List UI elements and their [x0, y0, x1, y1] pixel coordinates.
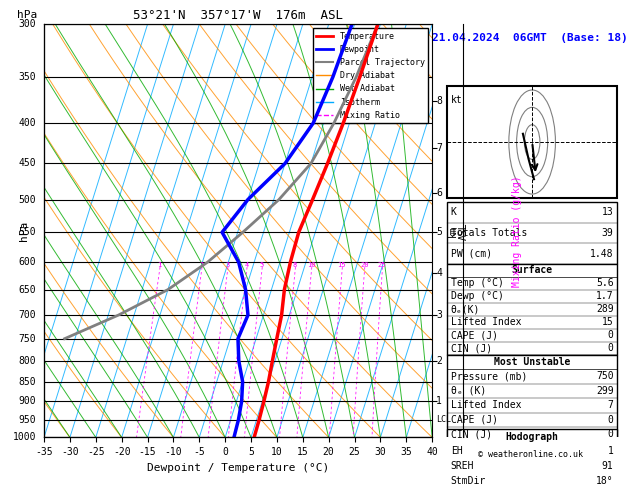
Text: Pressure (mb): Pressure (mb) — [451, 371, 527, 382]
Text: 1000: 1000 — [13, 433, 36, 442]
Text: 289: 289 — [596, 304, 613, 314]
Text: Totals Totals: Totals Totals — [451, 228, 527, 238]
Text: 1: 1 — [436, 396, 442, 406]
Text: 39: 39 — [602, 228, 613, 238]
Text: 18°: 18° — [596, 476, 613, 486]
Text: 5: 5 — [259, 262, 264, 268]
Text: θₑ (K): θₑ (K) — [451, 386, 486, 396]
Text: 3: 3 — [436, 310, 442, 320]
Text: 15: 15 — [338, 262, 346, 268]
Text: 2: 2 — [436, 356, 442, 366]
Text: 300: 300 — [19, 19, 36, 29]
Title: 53°21'N  357°17'W  176m  ASL: 53°21'N 357°17'W 176m ASL — [133, 9, 343, 22]
Text: Lifted Index: Lifted Index — [451, 400, 521, 410]
Text: SREH: SREH — [451, 461, 474, 471]
Text: hPa: hPa — [17, 10, 37, 20]
Y-axis label: hPa: hPa — [19, 221, 29, 241]
Text: 13: 13 — [602, 207, 613, 217]
Text: 8: 8 — [436, 96, 442, 106]
Text: 91: 91 — [602, 461, 613, 471]
Text: 0: 0 — [608, 429, 613, 439]
Text: 8: 8 — [292, 262, 297, 268]
Text: 700: 700 — [19, 310, 36, 320]
Text: K: K — [451, 207, 457, 217]
Text: 500: 500 — [19, 194, 36, 205]
Text: 299: 299 — [596, 386, 613, 396]
Text: StmDir: StmDir — [451, 476, 486, 486]
Text: Hodograph: Hodograph — [506, 432, 559, 442]
Text: 1.48: 1.48 — [590, 248, 613, 259]
Text: 850: 850 — [19, 377, 36, 387]
Text: 20: 20 — [360, 262, 369, 268]
Text: kt: kt — [451, 95, 462, 104]
Text: © weatheronline.co.uk: © weatheronline.co.uk — [478, 450, 583, 459]
Text: 25: 25 — [378, 262, 386, 268]
Text: CAPE (J): CAPE (J) — [451, 415, 498, 425]
Text: CIN (J): CIN (J) — [451, 343, 492, 353]
Text: 750: 750 — [596, 371, 613, 382]
Text: 21.04.2024  06GMT  (Base: 18): 21.04.2024 06GMT (Base: 18) — [432, 33, 628, 43]
Text: Surface: Surface — [511, 265, 553, 276]
Text: 10: 10 — [307, 262, 315, 268]
Text: 0: 0 — [608, 415, 613, 425]
Text: 5.6: 5.6 — [596, 278, 613, 288]
X-axis label: Dewpoint / Temperature (°C): Dewpoint / Temperature (°C) — [147, 463, 329, 473]
Text: 450: 450 — [19, 158, 36, 169]
Text: 5: 5 — [436, 227, 442, 237]
Y-axis label: km
ASL: km ASL — [447, 222, 469, 240]
Text: 7: 7 — [436, 143, 442, 153]
Text: 0: 0 — [608, 343, 613, 353]
FancyBboxPatch shape — [447, 202, 617, 264]
Text: 950: 950 — [19, 415, 36, 425]
Text: Most Unstable: Most Unstable — [494, 357, 571, 367]
Text: CIN (J): CIN (J) — [451, 429, 492, 439]
Text: 3: 3 — [225, 262, 230, 268]
Text: Dewp (°C): Dewp (°C) — [451, 291, 504, 301]
Text: 15: 15 — [602, 317, 613, 328]
Text: 800: 800 — [19, 356, 36, 366]
Text: 4: 4 — [244, 262, 248, 268]
Text: CAPE (J): CAPE (J) — [451, 330, 498, 340]
Legend: Temperature, Dewpoint, Parcel Trajectory, Dry Adiabat, Wet Adiabat, Isotherm, Mi: Temperature, Dewpoint, Parcel Trajectory… — [313, 29, 428, 123]
Text: EH: EH — [451, 447, 462, 456]
Text: 2: 2 — [199, 262, 203, 268]
Text: 4: 4 — [436, 268, 442, 278]
Text: 600: 600 — [19, 257, 36, 267]
Text: 550: 550 — [19, 227, 36, 237]
Text: 6: 6 — [436, 188, 442, 198]
Text: LCL: LCL — [436, 416, 451, 424]
Text: 900: 900 — [19, 396, 36, 406]
Text: 1: 1 — [608, 447, 613, 456]
Text: 350: 350 — [19, 72, 36, 82]
FancyBboxPatch shape — [447, 429, 617, 486]
Text: 1: 1 — [157, 262, 161, 268]
Text: 400: 400 — [19, 118, 36, 128]
Text: 650: 650 — [19, 285, 36, 295]
FancyBboxPatch shape — [447, 355, 617, 441]
FancyBboxPatch shape — [447, 264, 617, 355]
Text: 1.7: 1.7 — [596, 291, 613, 301]
Text: Temp (°C): Temp (°C) — [451, 278, 504, 288]
Y-axis label: Mixing Ratio (g/kg): Mixing Ratio (g/kg) — [512, 175, 522, 287]
Text: θₑ(K): θₑ(K) — [451, 304, 480, 314]
Text: Lifted Index: Lifted Index — [451, 317, 521, 328]
Text: 750: 750 — [19, 334, 36, 344]
Text: 7: 7 — [608, 400, 613, 410]
Text: PW (cm): PW (cm) — [451, 248, 492, 259]
FancyBboxPatch shape — [447, 87, 617, 198]
Text: 0: 0 — [608, 330, 613, 340]
